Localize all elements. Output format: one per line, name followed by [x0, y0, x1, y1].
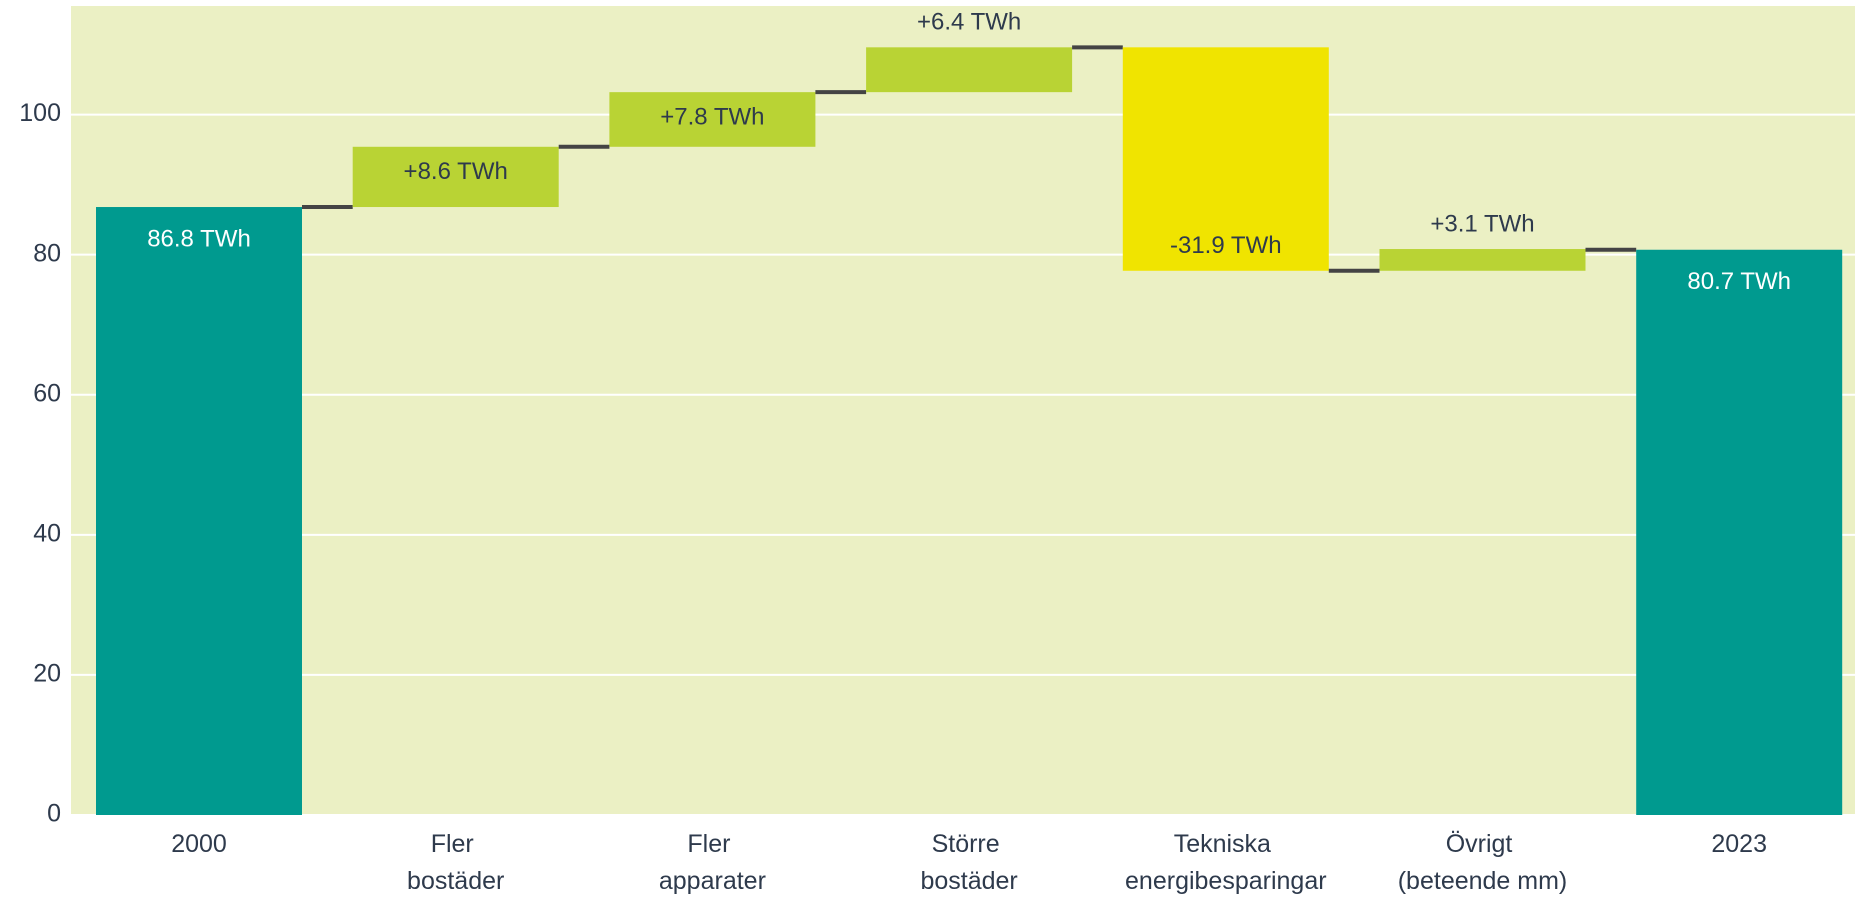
x-tick-label-line: apparater [659, 867, 766, 895]
x-tick-label: Fler apparater [659, 830, 766, 895]
x-tick-label-line: Övrigt [1446, 830, 1520, 858]
bar [866, 47, 1073, 93]
x-tick-label-line: Fler [687, 830, 737, 858]
x-tick-label-line: bostäder [407, 867, 504, 895]
y-tick-label: 100 [19, 99, 61, 127]
x-tick-label-line: 2000 [171, 830, 227, 858]
value-label: +3.1 TWh [1430, 210, 1534, 237]
y-tick-label: 0 [47, 800, 61, 828]
bar [1122, 47, 1329, 271]
bar [1636, 249, 1843, 815]
value-label: 80.7 TWh [1687, 268, 1791, 295]
x-tick-label: 2023 [1711, 830, 1767, 858]
x-tick-label-line: bostäder [920, 867, 1017, 895]
x-tick-label: Tekniska energibesparingar [1125, 830, 1327, 895]
x-tick-label: Fler bostäder [407, 830, 504, 895]
x-tick-label-line: Fler [431, 830, 481, 858]
value-label: 86.8 TWh [147, 225, 251, 252]
bar [609, 92, 816, 147]
x-tick-label-line: Större [932, 830, 1007, 858]
value-label: -31.9 TWh [1170, 232, 1282, 259]
x-tick-label: Större bostäder [920, 830, 1017, 895]
x-tick-label-line: energibesparingar [1125, 867, 1327, 895]
x-tick-label-line: 2023 [1711, 830, 1767, 858]
bar [1379, 249, 1586, 271]
y-tick-label: 20 [33, 660, 61, 688]
bar [352, 146, 559, 208]
y-tick-label: 40 [33, 519, 61, 547]
y-tick-label: 80 [33, 239, 61, 267]
x-tick-label-line: (beteende mm) [1398, 867, 1568, 895]
x-tick-label: Övrigt (beteende mm) [1398, 830, 1568, 895]
x-tick-label-line: Tekniska [1174, 830, 1278, 858]
y-tick-label: 60 [33, 379, 61, 407]
x-tick-label: 2000 [171, 830, 227, 858]
value-label: +6.4 TWh [917, 9, 1021, 36]
plot-background [71, 6, 1855, 815]
bar [96, 207, 302, 816]
value-label: +7.8 TWh [660, 103, 764, 130]
value-label: +8.6 TWh [404, 158, 508, 185]
